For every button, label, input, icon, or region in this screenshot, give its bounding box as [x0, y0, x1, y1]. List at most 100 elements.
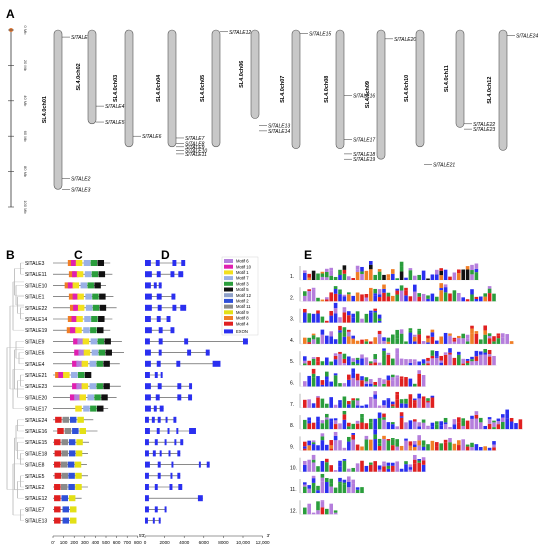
logo-letter-mark: [408, 467, 413, 470]
motif-box: [105, 349, 112, 356]
logo-letter-mark: [373, 434, 377, 440]
logo-row-label: 5.: [290, 359, 294, 365]
logo-letter-mark: [408, 399, 413, 408]
axis-d-start-label: 5': [139, 533, 143, 538]
motif-box: [75, 405, 82, 412]
logo-letter-mark: [342, 484, 347, 493]
logo-letter-mark: [369, 287, 373, 291]
logo-letter-mark: [373, 308, 377, 311]
motif-box: [75, 450, 83, 457]
logo-letter-mark: [386, 380, 391, 387]
logo-letter-mark: [307, 440, 311, 446]
motif-box: [71, 372, 78, 378]
logo-letter-mark: [417, 398, 421, 408]
logo-letter-mark: [470, 328, 474, 334]
logo-letter-mark: [395, 278, 399, 280]
axis-d-tick-label: 10,000: [236, 540, 250, 545]
logo-letter-mark: [329, 381, 333, 387]
motif-box: [94, 394, 101, 401]
logo-letter-mark: [430, 440, 435, 451]
logo-letter-mark: [316, 505, 320, 511]
gene-label: SlTALE19: [353, 157, 375, 163]
logo-letter-mark: [373, 293, 377, 296]
logo-letter-mark: [382, 419, 386, 430]
logo-letter-mark: [316, 485, 320, 491]
logo-letter-mark: [320, 501, 325, 508]
exon-box: [243, 338, 248, 345]
exon-box: [189, 383, 193, 390]
logo-letter-mark: [395, 439, 399, 443]
logo-letter-mark: [452, 422, 457, 425]
motif-box: [98, 271, 106, 278]
logo-letter-mark: [316, 310, 320, 314]
logo-letter-mark: [377, 412, 382, 418]
axis-c-tick-label: 500: [102, 540, 110, 545]
motif-box: [67, 282, 75, 289]
chromosome-bar: [291, 29, 301, 149]
logo-letter-mark: [351, 335, 355, 339]
logo-letter-mark: [465, 266, 470, 270]
logo-letter-mark: [483, 330, 487, 335]
logo-letter-mark: [325, 376, 329, 380]
exon-box: [172, 304, 177, 311]
logo-letter-mark: [377, 314, 382, 319]
logo-letter-mark: [430, 293, 435, 302]
logo-letter-mark: [417, 373, 421, 379]
logo-letter-mark: [303, 272, 307, 280]
logo-letter-mark: [320, 334, 325, 344]
logo-letter-mark: [470, 325, 474, 329]
motif-box: [96, 405, 104, 412]
logo-letter-mark: [408, 464, 413, 468]
legend-label-exon: EXON: [236, 329, 248, 334]
logo-letter-mark: [369, 341, 373, 344]
logo-letter-mark: [342, 332, 347, 337]
logo-letter-mark: [452, 341, 457, 344]
logo-letter-mark: [395, 426, 399, 430]
logo-letter-mark: [408, 330, 413, 333]
logo-letter-mark: [474, 418, 479, 430]
logo-letter-mark: [474, 444, 479, 451]
legend-swatch: [224, 287, 233, 292]
logo-letter-mark: [448, 335, 452, 344]
exon-box: [151, 416, 155, 423]
logo-letter-mark: [311, 422, 316, 430]
logo-letter-mark: [316, 376, 320, 387]
logo-letter-mark: [399, 271, 404, 280]
logo-letter-mark: [430, 358, 435, 366]
motif-box: [90, 405, 97, 412]
logo-letter-mark: [369, 363, 373, 366]
logo-letter-mark: [316, 273, 320, 280]
logo-letter-mark: [417, 274, 421, 280]
gene-label: SlTALE10: [185, 148, 207, 154]
logo-letter-mark: [338, 460, 342, 463]
logo-letter-mark: [421, 341, 426, 344]
logo-letter-mark: [369, 418, 373, 423]
exon-box: [177, 383, 182, 390]
logo-letter-mark: [307, 290, 311, 302]
exon-box: [145, 405, 151, 412]
logo-letter-mark: [355, 272, 360, 280]
logo-letter-mark: [325, 508, 329, 515]
logo-letter-mark: [470, 415, 474, 419]
chromosome-bar: [211, 29, 221, 148]
exon-box: [154, 372, 158, 378]
logo-letter-mark: [382, 413, 386, 418]
logo-letter-mark: [435, 357, 439, 366]
logo-letter-mark: [342, 383, 347, 387]
legend-swatch-exon: [224, 329, 233, 334]
motif-box: [92, 293, 99, 300]
logo-letter-mark: [408, 441, 413, 446]
motif-box: [67, 461, 75, 468]
logo-letter-mark: [417, 370, 421, 374]
logo-letter-mark: [404, 461, 408, 465]
motif-box: [74, 349, 81, 356]
logo-letter-mark: [307, 375, 311, 387]
legend-swatch: [224, 259, 233, 263]
logo-letter-mark: [421, 419, 426, 423]
logo-letter-mark: [360, 460, 364, 472]
logo-letter-mark: [426, 427, 430, 430]
chromosome-label: SL4.0ch07: [280, 76, 286, 103]
logo-letter-mark: [307, 277, 311, 280]
